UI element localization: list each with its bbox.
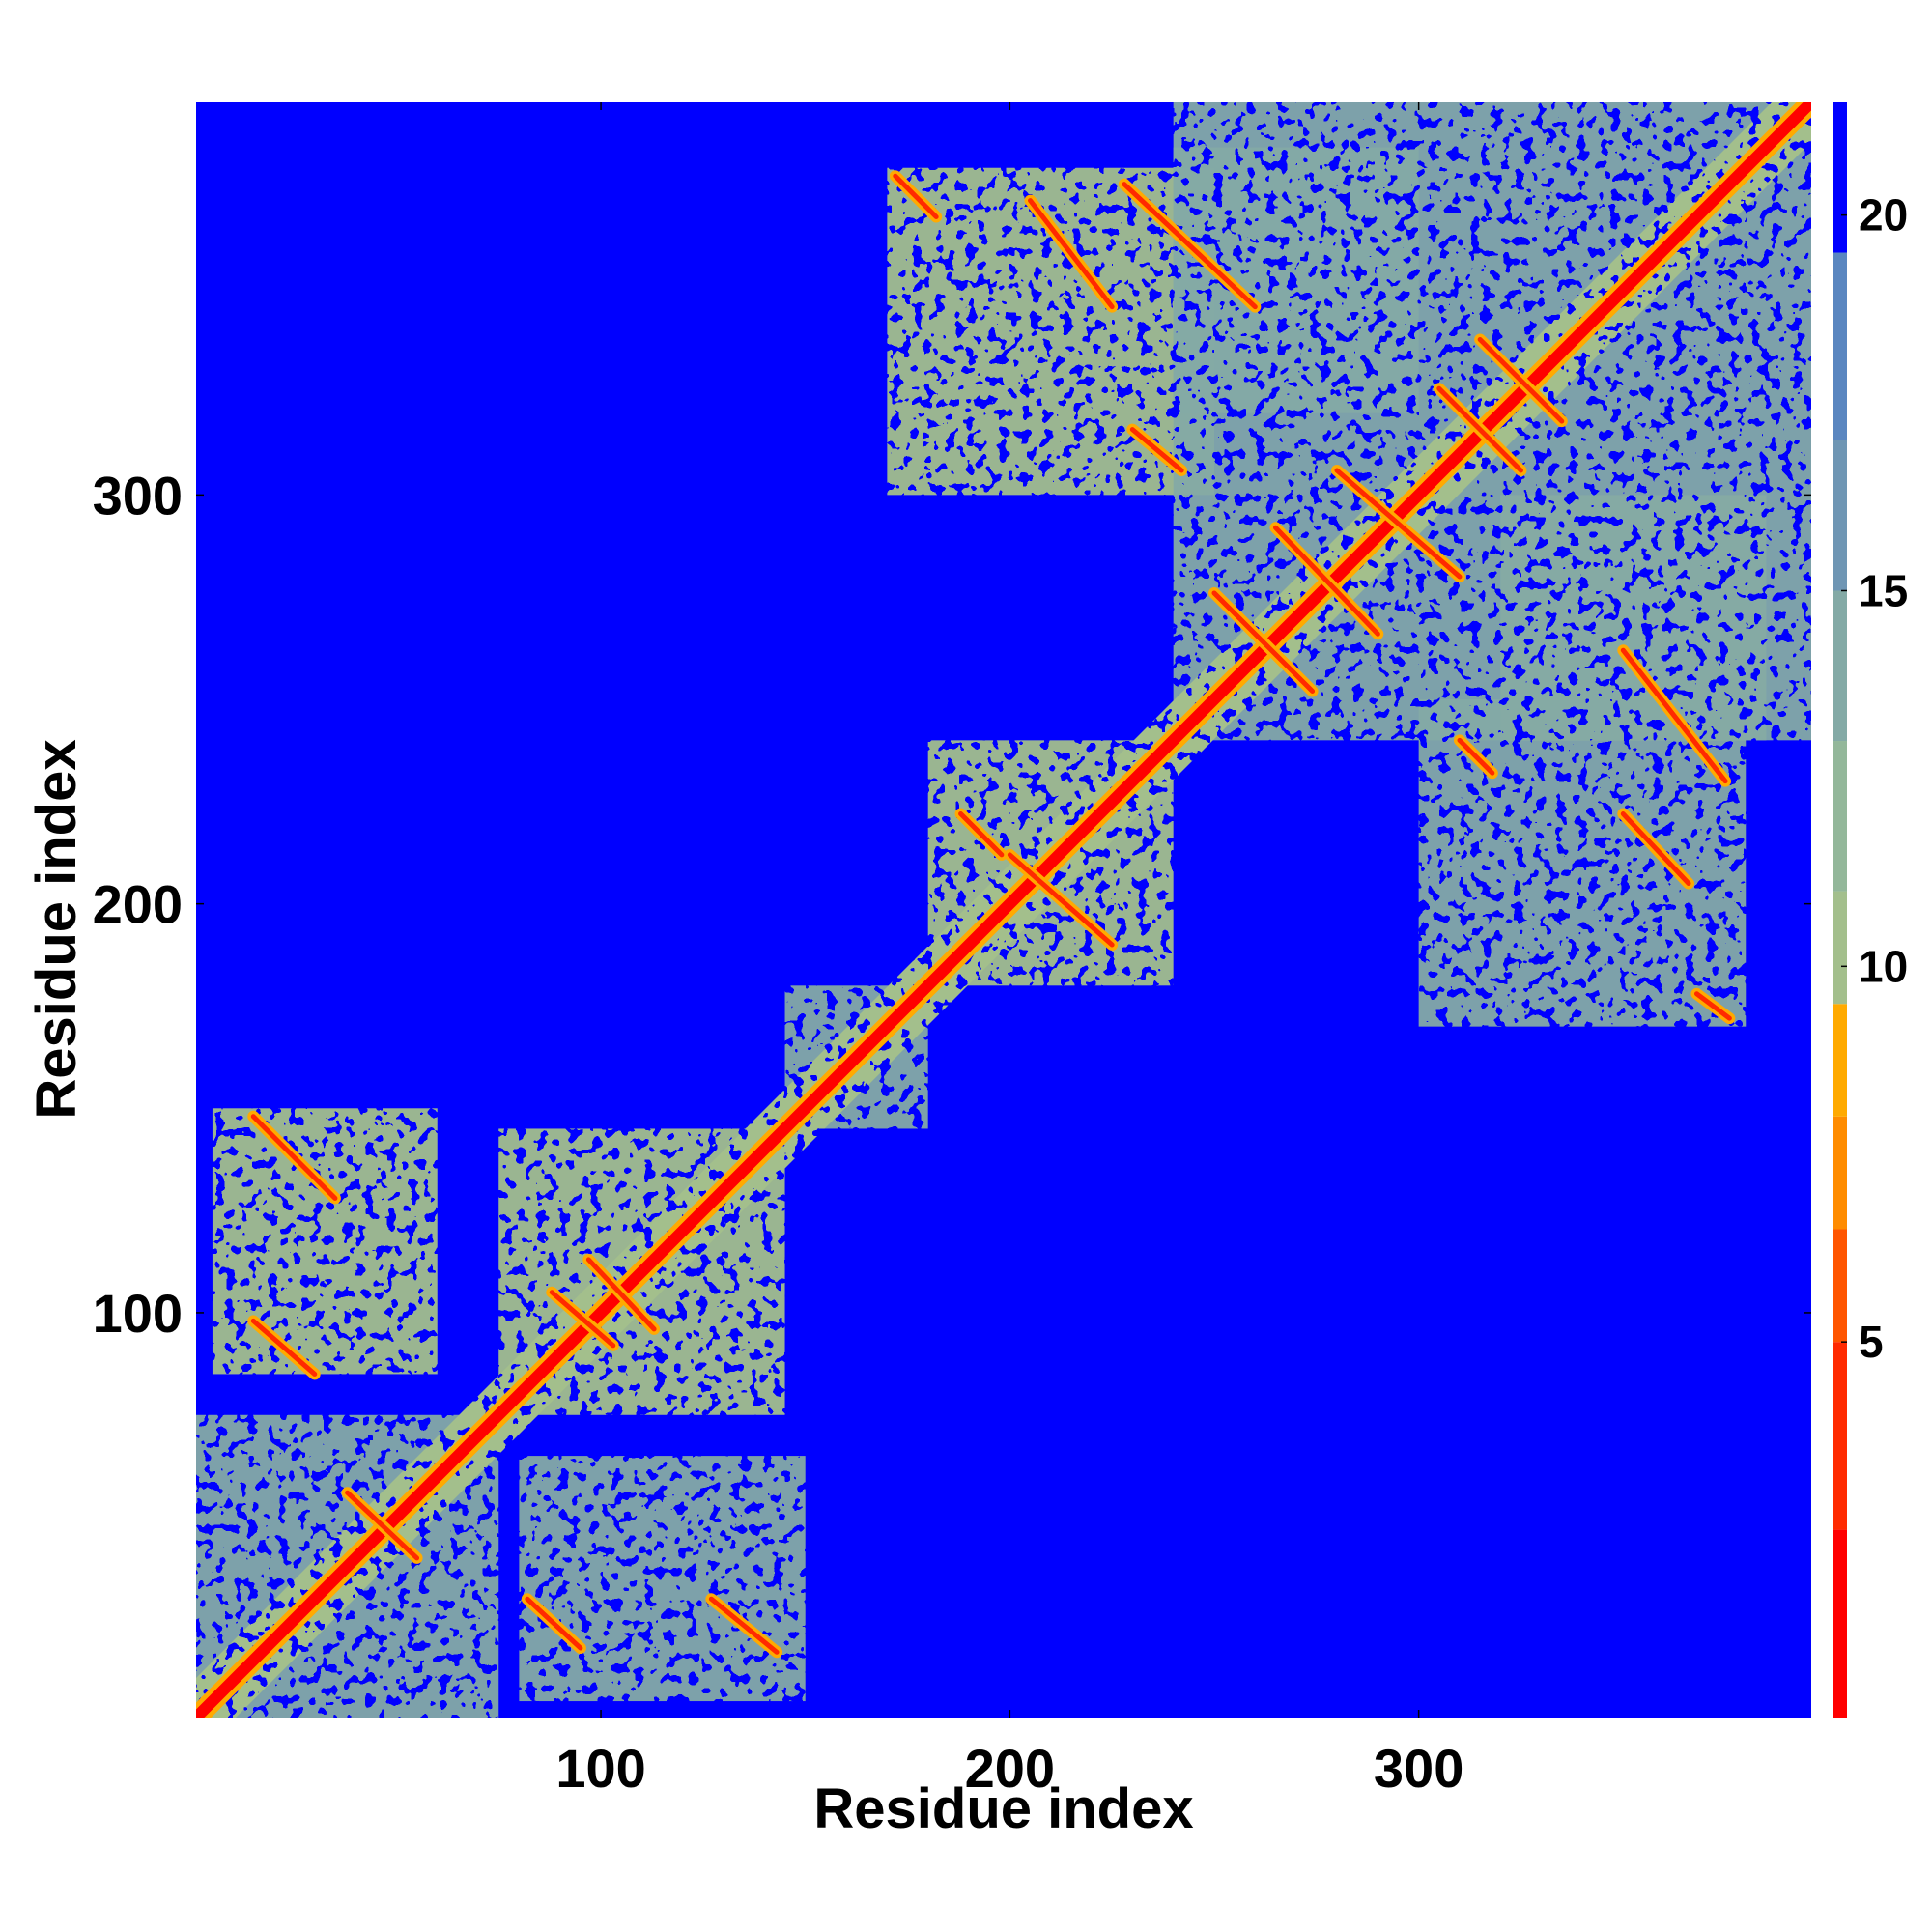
y-tick-label: 100: [93, 1283, 183, 1344]
contact-block: [519, 1456, 806, 1702]
colorbar-segment: [1833, 1004, 1847, 1117]
colorbar-segment: [1833, 1116, 1847, 1230]
contact-strand-core: [549, 1290, 616, 1349]
contact-strand-core: [585, 1257, 657, 1332]
colorbar-tick-label: 5: [1859, 1317, 1884, 1367]
colorbar-tick-label: 10: [1859, 941, 1908, 991]
diagonal-line: [196, 102, 1811, 1718]
colorbar-segment: [1833, 1229, 1847, 1343]
contact-strand-core: [1129, 427, 1184, 473]
x-tick-label: 200: [965, 1738, 1055, 1799]
contact-strand-core: [250, 1114, 338, 1201]
contact-block: [212, 1108, 438, 1375]
contact-strand-core: [1620, 811, 1691, 886]
contact-strand-core: [1457, 737, 1495, 776]
contact-strand-core: [1272, 525, 1380, 637]
heatmap-plot-area: [196, 102, 1811, 1718]
axes: 100 200 300 100 200 300 Residue index Residue i…: [25, 102, 1811, 1840]
colorbar-tick-label: 15: [1859, 565, 1908, 615]
contact-strand-core: [525, 1596, 583, 1651]
colorbar-segment: [1833, 741, 1847, 892]
colorbar-segment: [1833, 102, 1847, 253]
contact-strand-core: [893, 173, 939, 220]
contact-strand-core: [1334, 468, 1463, 580]
y-axis-title: Residue index: [25, 739, 88, 1119]
contact-strand-core: [958, 811, 1005, 858]
contact-strand-core: [1693, 991, 1732, 1021]
x-axis-title: Residue index: [813, 1777, 1193, 1840]
colorbar-segment: [1833, 440, 1847, 591]
contact-strand-core: [1620, 647, 1728, 784]
colorbar-segment: [1833, 252, 1847, 440]
colorbar: 5 10 15 20: [1833, 102, 1908, 1718]
contact-strand-core: [1477, 337, 1565, 424]
y-tick-label: 200: [93, 874, 183, 935]
contact-strand-core: [1122, 182, 1258, 310]
contact-strand-core: [1028, 198, 1115, 310]
y-tick-label: 300: [93, 465, 183, 526]
colorbar-segment: [1833, 590, 1847, 742]
x-tick-label: 300: [1374, 1738, 1463, 1799]
contact-strand-core: [1436, 385, 1523, 473]
contact-strand-core: [1007, 852, 1115, 948]
contact-strand-core: [345, 1490, 420, 1561]
contact-strand-core: [1211, 590, 1316, 695]
colorbar-segment: [1833, 1529, 1847, 1718]
x-tick-label: 100: [555, 1738, 645, 1799]
colorbar-segment: [1833, 1342, 1847, 1530]
colorbar-tick-label: 20: [1859, 190, 1908, 241]
colorbar-segment: [1833, 891, 1847, 1005]
contact-strand-core: [250, 1318, 318, 1377]
contact-strand-core: [708, 1596, 780, 1655]
